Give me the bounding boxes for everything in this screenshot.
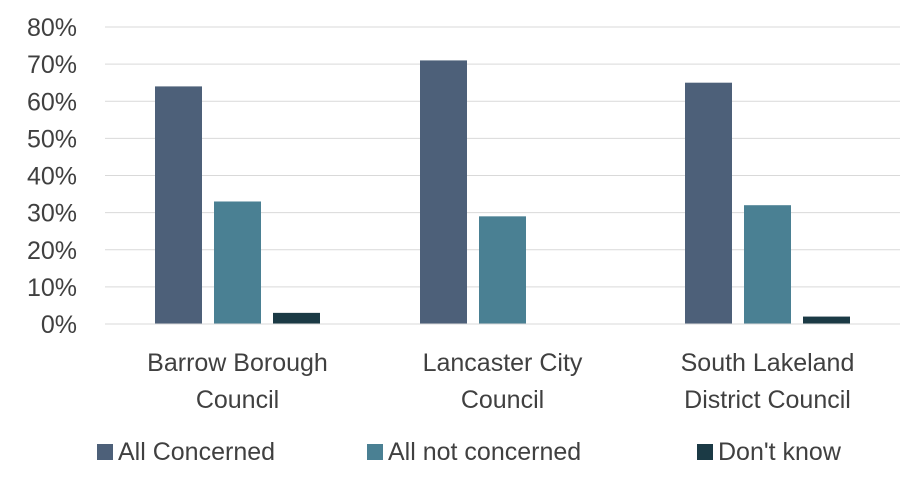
legend: All Concerned All not concerned Don't know [97, 438, 842, 466]
bar [273, 312, 320, 324]
y-tick-label: 30% [27, 200, 77, 228]
bar [479, 216, 526, 324]
bar [420, 60, 467, 324]
bar [214, 201, 261, 324]
y-tick-label: 20% [27, 237, 77, 265]
legend-label: All not concerned [388, 438, 581, 466]
bars [155, 60, 850, 325]
legend-swatch [367, 444, 383, 460]
y-tick-label: 0% [41, 311, 77, 339]
y-axis: 0% 10% 20% 30% 40% 50% 60% 70% 80% [27, 14, 77, 339]
x-tick-label: Lancaster City Council [423, 349, 583, 414]
y-tick-label: 60% [27, 88, 77, 116]
legend-label: Don't know [718, 438, 842, 466]
bar [744, 205, 791, 324]
legend-label: All Concerned [118, 438, 275, 466]
y-tick-label: 50% [27, 125, 77, 153]
x-tick-label: Barrow Borough Council [147, 349, 328, 414]
y-tick-label: 70% [27, 51, 77, 79]
bar [685, 82, 732, 324]
y-tick-label: 80% [27, 14, 77, 42]
x-tick-label: South Lakeland District Council [681, 349, 855, 414]
y-tick-label: 10% [27, 274, 77, 302]
bar [155, 86, 202, 325]
y-tick-label: 40% [27, 163, 77, 191]
legend-swatch [697, 444, 713, 460]
bar [803, 316, 850, 324]
x-axis: Barrow Borough Council Lancaster City Counc… [105, 323, 900, 414]
legend-swatch [97, 444, 113, 460]
